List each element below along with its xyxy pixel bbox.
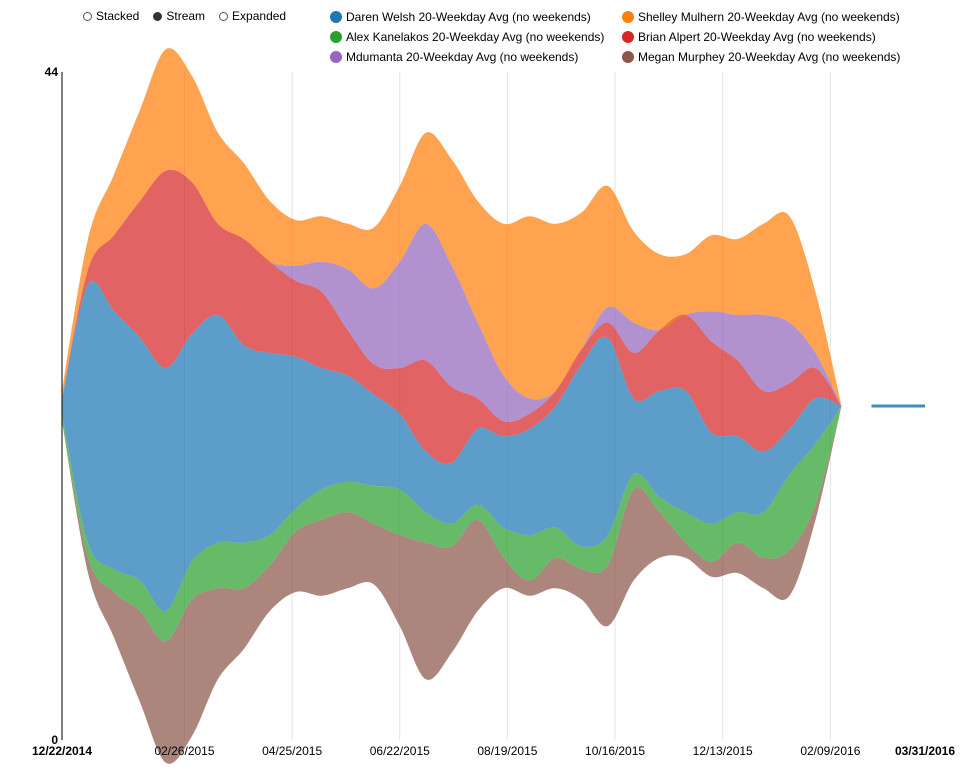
stream-area-daren-welsh[interactable] <box>62 280 842 612</box>
expanded-radio[interactable]: Expanded <box>219 9 286 23</box>
legend-swatch-daren-welsh <box>330 11 342 23</box>
x-tick-label: 06/22/2015 <box>370 744 430 758</box>
x-tick-label: 04/25/2015 <box>262 744 322 758</box>
legend-label-alex-kanelakos: Alex Kanelakos 20-Weekday Avg (no weeken… <box>346 30 605 44</box>
stream-area-shelley-mulhern[interactable] <box>62 48 842 407</box>
legend-swatch-brian-alpert <box>622 31 634 43</box>
legend-item-shelley-mulhern[interactable]: Shelley Mulhern 20-Weekday Avg (no weeke… <box>622 9 912 25</box>
expanded-radio-circle <box>219 11 229 21</box>
area-layer <box>62 48 925 764</box>
chart-legend: Daren Welsh 20-Weekday Avg (no weekends)… <box>330 9 950 65</box>
stream-radio[interactable]: Stream <box>153 9 205 23</box>
x-tick-label: 12/22/2014 <box>32 744 92 758</box>
legend-item-daren-welsh[interactable]: Daren Welsh 20-Weekday Avg (no weekends) <box>330 9 620 25</box>
x-tick-label: 08/19/2015 <box>477 744 537 758</box>
stacked-label: Stacked <box>96 9 140 23</box>
x-tick-label: 10/16/2015 <box>585 744 645 758</box>
stream-area-megan-murphey[interactable] <box>62 406 842 764</box>
x-tick-label: 02/26/2015 <box>154 744 214 758</box>
legend-label-shelley-mulhern: Shelley Mulhern 20-Weekday Avg (no weeke… <box>638 10 900 24</box>
legend-swatch-mdumanta <box>330 51 342 63</box>
legend-label-megan-murphey: Megan Murphey 20-Weekday Avg (no weekend… <box>638 50 901 64</box>
x-tick-label: 12/13/2015 <box>693 744 753 758</box>
legend-swatch-alex-kanelakos <box>330 31 342 43</box>
stack-mode-controls: Stacked Stream Expanded <box>83 9 286 23</box>
stream-label: Stream <box>166 9 206 23</box>
legend-item-brian-alpert[interactable]: Brian Alpert 20-Weekday Avg (no weekends… <box>622 29 912 45</box>
legend-item-alex-kanelakos[interactable]: Alex Kanelakos 20-Weekday Avg (no weeken… <box>330 29 620 45</box>
axis-layer: 44 012/22/2014 02/26/2015 04/25/2015 06/22/2… <box>32 65 955 758</box>
y-tick-label: 44 <box>45 65 59 79</box>
expanded-label: Expanded <box>232 9 287 23</box>
x-tick-label: 02/09/2016 <box>800 744 860 758</box>
legend-swatch-megan-murphey <box>622 51 634 63</box>
stream-area-mdumanta[interactable] <box>62 169 842 422</box>
x-tick-label: 03/31/2016 <box>895 744 955 758</box>
stacked-radio[interactable]: Stacked <box>83 9 139 23</box>
legend-label-mdumanta: Mdumanta 20-Weekday Avg (no weekends) <box>346 50 579 64</box>
stacked-radio-circle <box>83 11 92 21</box>
legend-swatch-shelley-mulhern <box>622 11 634 23</box>
legend-item-mdumanta[interactable]: Mdumanta 20-Weekday Avg (no weekends) <box>330 49 620 65</box>
stream-area-alex-kanelakos[interactable] <box>62 406 842 642</box>
legend-label-brian-alpert: Brian Alpert 20-Weekday Avg (no weekends… <box>638 30 876 44</box>
legend-item-megan-murphey[interactable]: Megan Murphey 20-Weekday Avg (no weekend… <box>622 49 912 65</box>
stream-radio-circle <box>153 11 163 21</box>
stream-area-brian-alpert[interactable] <box>62 169 842 464</box>
legend-label-daren-welsh: Daren Welsh 20-Weekday Avg (no weekends) <box>346 10 591 24</box>
y-tick-label: 0 <box>51 733 58 747</box>
